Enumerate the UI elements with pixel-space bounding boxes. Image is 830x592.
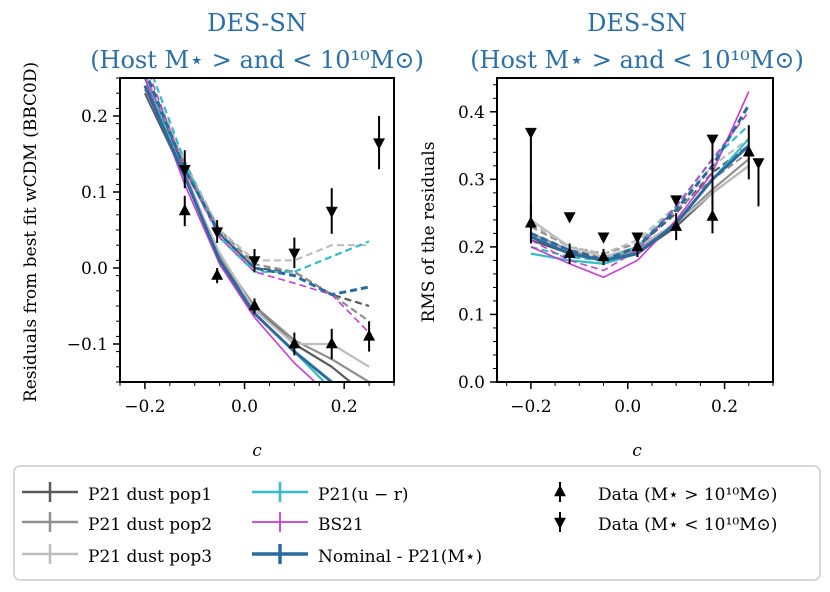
legend-label-dust-pop3: P21 dust pop3 (88, 547, 212, 567)
legend-frame (13, 465, 821, 581)
plot-area (143, 78, 386, 382)
left-ylabel: Residuals from best fit wCDM (BBC0D) (21, 62, 41, 402)
legend-label-dust-pop1: P21 dust pop1 (88, 485, 212, 505)
right-xlabel: c (632, 441, 642, 461)
legend-handle-tri-down (554, 517, 566, 529)
data-point-high-mass (742, 145, 755, 157)
data-point-high-mass (288, 337, 301, 349)
curve-bs21-low-mass (149, 78, 370, 334)
data-point-high-mass (670, 219, 683, 231)
curve-dust_pop2-high-mass (143, 88, 370, 382)
data-point-high-mass (325, 337, 338, 349)
x-tick-label: 0.0 (614, 397, 641, 417)
legend-label-ur: P21(u − r) (318, 485, 408, 505)
data-point-low-mass (178, 165, 191, 177)
data-point-high-mass (178, 204, 191, 216)
x-tick-label: 0.2 (331, 397, 358, 417)
data-point-high-mass (211, 268, 224, 280)
data-point-high-mass (631, 239, 644, 252)
data-point-low-mass (288, 248, 301, 260)
curve-dust_pop2-low-mass (145, 78, 370, 323)
x-tick-label: −0.2 (510, 397, 551, 417)
data-point-low-mass (325, 206, 338, 218)
right-ylabel: RMS of the residuals (419, 142, 439, 323)
left-title-line2: (Host M⋆ > and < 10¹⁰M⊙) (90, 46, 424, 74)
right-panel: 0.0 0.1 0.2 0.3 0.4 −0.2 0.0 0.2 (458, 77, 774, 417)
curve-nominal-high-mass (143, 84, 335, 382)
left-panel: −0.1 0.0 0.1 0.2 −0.2 0.0 0.2 (67, 77, 395, 417)
left-xlabel: c (252, 441, 262, 461)
curve-dust_pop3-high-mass (143, 85, 370, 368)
y-tick-label: 0.2 (81, 107, 108, 127)
legend-label-bs21: BS21 (318, 515, 364, 535)
data-point-low-mass (670, 195, 683, 207)
legend-label-nominal: Nominal - P21(M⋆) (318, 547, 482, 567)
legend-handle-tri-up (554, 485, 566, 497)
data-point-low-mass (631, 232, 644, 244)
y-tick-label: 0.1 (81, 183, 108, 203)
curve-nominal-low-mass (146, 78, 370, 297)
data-point-high-mass (248, 299, 261, 311)
data-point-low-mass (597, 232, 610, 244)
legend: P21 dust pop1 P21 dust pop2 P21 dust pop… (13, 465, 821, 581)
data-point-high-mass (597, 250, 610, 262)
y-tick-label: 0.3 (458, 170, 485, 190)
x-tick-label: 0.2 (711, 397, 738, 417)
left-title-line1: DES-SN (207, 9, 307, 37)
y-tick-label: 0.4 (458, 103, 485, 123)
legend-label-data-high: Data (M⋆ > 10¹⁰M⊙) (598, 485, 777, 505)
right-title-line2: (Host M⋆ > and < 10¹⁰M⊙) (470, 46, 804, 74)
curve-dust_pop1-high-mass (143, 92, 353, 382)
curve-dust_pop1-low-mass (530, 144, 750, 259)
y-tick-label: 0.1 (458, 305, 485, 325)
y-tick-label: −0.1 (67, 335, 108, 355)
y-tick-label: 0.0 (81, 259, 108, 279)
data-point-low-mass (248, 256, 261, 268)
legend-label-data-low: Data (M⋆ < 10¹⁰M⊙) (598, 515, 777, 535)
data-point-low-mass (563, 212, 576, 224)
legend-label-dust-pop2: P21 dust pop2 (88, 515, 212, 535)
data-point-high-mass (563, 246, 576, 258)
data-point-low-mass (373, 138, 386, 150)
data-point-high-mass (363, 329, 376, 341)
y-tick-label: 0.2 (458, 238, 485, 258)
x-tick-label: 0.0 (231, 397, 258, 417)
data-point-low-mass (211, 227, 224, 239)
right-title-line1: DES-SN (587, 9, 687, 37)
y-tick-label: 0.0 (458, 373, 485, 393)
axes-frame (496, 77, 774, 383)
curve-ur-low-mass (530, 124, 750, 262)
x-tick-label: −0.2 (124, 397, 165, 417)
plot-area (524, 91, 765, 279)
